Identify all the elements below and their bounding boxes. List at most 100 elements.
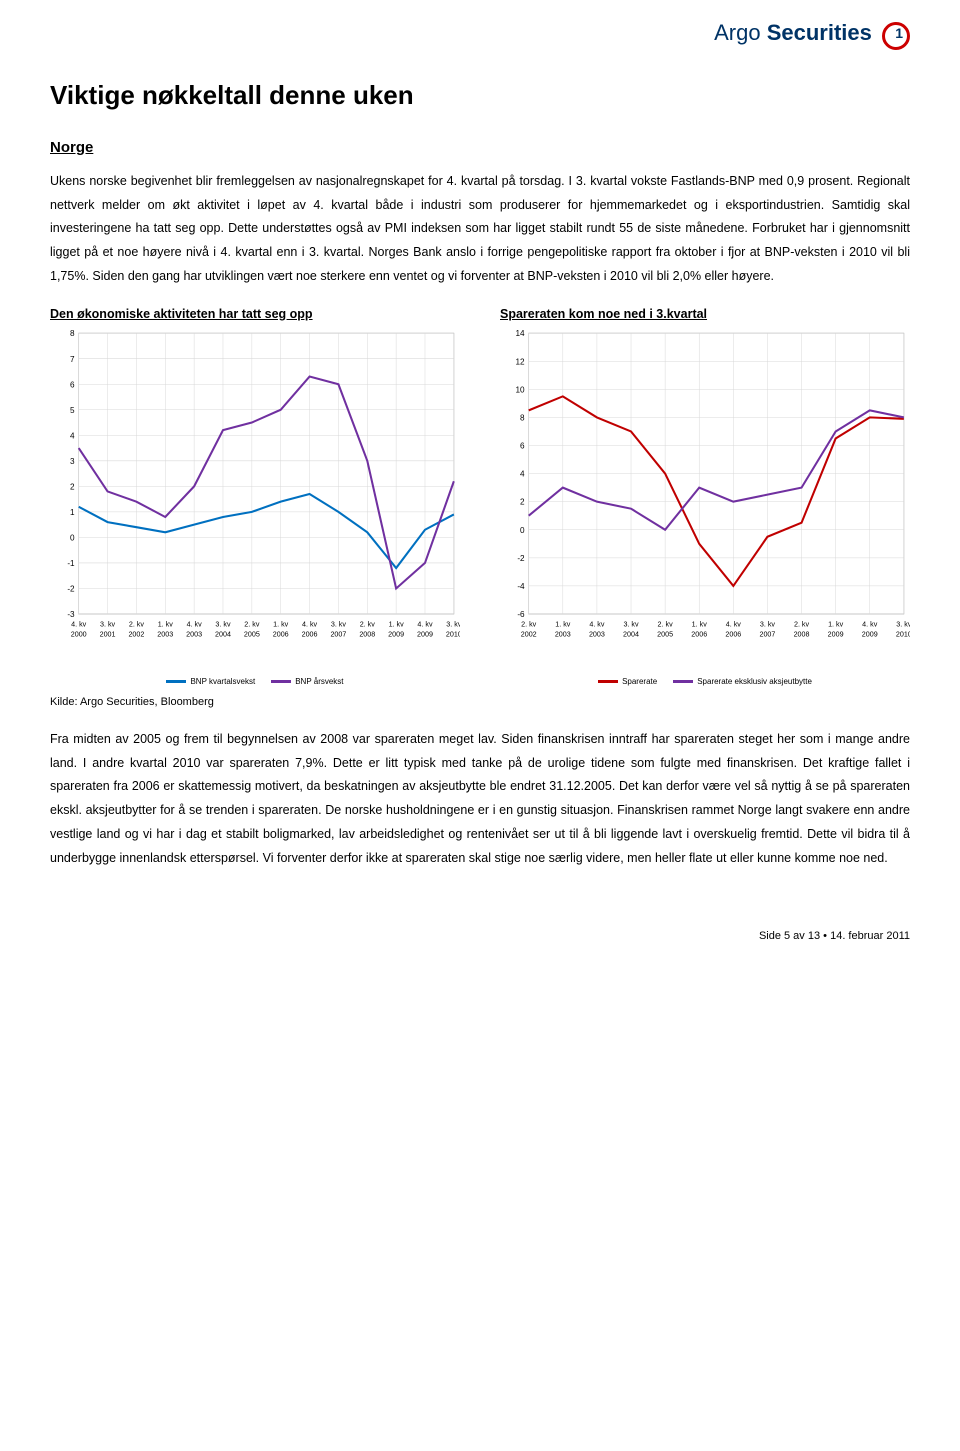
svg-text:2: 2: [520, 497, 525, 506]
svg-text:2007: 2007: [330, 630, 346, 638]
svg-text:2004: 2004: [215, 630, 231, 638]
svg-text:12: 12: [515, 357, 525, 366]
svg-text:4. kv: 4. kv: [589, 620, 605, 628]
chart-right-col: Spareraten kom noe ned i 3.kvartal -6 -4 -…: [500, 307, 910, 686]
legend-swatch: [673, 680, 693, 683]
legend-label: Sparerate: [622, 677, 657, 686]
svg-text:1. kv: 1. kv: [273, 620, 289, 628]
svg-text:2002: 2002: [521, 630, 537, 638]
svg-text:2006: 2006: [302, 630, 318, 638]
svg-text:2. kv: 2. kv: [360, 620, 376, 628]
svg-text:1. kv: 1. kv: [158, 620, 174, 628]
chart-left-legend: BNP kvartalsvekst BNP årsvekst: [50, 676, 460, 686]
svg-text:2006: 2006: [691, 630, 707, 638]
svg-text:4: 4: [520, 469, 525, 478]
svg-text:-2: -2: [67, 584, 75, 593]
svg-text:8: 8: [70, 329, 75, 338]
svg-text:3. kv: 3. kv: [331, 620, 347, 628]
legend-item: BNP årsvekst: [271, 677, 343, 686]
svg-text:0: 0: [520, 525, 525, 534]
svg-text:2005: 2005: [244, 630, 260, 638]
svg-text:2. kv: 2. kv: [658, 620, 674, 628]
svg-text:3. kv: 3. kv: [623, 620, 639, 628]
page-footer: Side 5 av 13 • 14. februar 2011: [50, 930, 910, 942]
brand-bold: Securities: [767, 20, 872, 45]
svg-text:2. kv: 2. kv: [521, 620, 537, 628]
paragraph-2: Fra midten av 2005 og frem til begynnels…: [50, 728, 910, 871]
svg-text:2010: 2010: [446, 630, 460, 638]
svg-text:1. kv: 1. kv: [692, 620, 708, 628]
svg-text:4. kv: 4. kv: [302, 620, 318, 628]
svg-text:3. kv: 3. kv: [760, 620, 776, 628]
svg-text:2001: 2001: [100, 630, 116, 638]
svg-text:3. kv: 3. kv: [100, 620, 116, 628]
svg-text:6: 6: [70, 380, 75, 389]
svg-text:1. kv: 1. kv: [389, 620, 405, 628]
footer-page: Side 5 av 13: [759, 930, 820, 942]
svg-text:2010: 2010: [896, 630, 910, 638]
chart-left-title: Den økonomiske aktiviteten har tatt seg …: [50, 307, 460, 321]
svg-text:2003: 2003: [555, 630, 571, 638]
chart-right-title: Spareraten kom noe ned i 3.kvartal: [500, 307, 910, 321]
svg-text:2002: 2002: [128, 630, 144, 638]
svg-text:10: 10: [515, 385, 525, 394]
legend-swatch: [598, 680, 618, 683]
chart-left-col: Den økonomiske aktiviteten har tatt seg …: [50, 307, 460, 686]
legend-swatch: [166, 680, 186, 683]
svg-text:2003: 2003: [589, 630, 605, 638]
svg-text:2008: 2008: [794, 630, 810, 638]
svg-text:2006: 2006: [273, 630, 289, 638]
svg-text:2. kv: 2. kv: [244, 620, 260, 628]
svg-text:2008: 2008: [359, 630, 375, 638]
svg-text:1. kv: 1. kv: [828, 620, 844, 628]
legend-label: BNP årsvekst: [295, 677, 343, 686]
legend-label: Sparerate eksklusiv aksjeutbytte: [697, 677, 812, 686]
svg-text:6: 6: [520, 441, 525, 450]
legend-swatch: [271, 680, 291, 683]
brand-icon: [882, 22, 910, 50]
svg-text:1. kv: 1. kv: [555, 620, 571, 628]
svg-text:2009: 2009: [388, 630, 404, 638]
svg-text:3. kv: 3. kv: [215, 620, 231, 628]
chart-right-legend: Sparerate Sparerate eksklusiv aksjeutbytt…: [500, 676, 910, 686]
legend-label: BNP kvartalsvekst: [190, 677, 255, 686]
svg-text:2009: 2009: [862, 630, 878, 638]
svg-text:2006: 2006: [725, 630, 741, 638]
svg-text:2007: 2007: [759, 630, 775, 638]
svg-text:0: 0: [70, 533, 75, 542]
chart-source: Kilde: Argo Securities, Bloomberg: [50, 696, 910, 708]
svg-text:1: 1: [70, 507, 75, 516]
svg-text:2: 2: [70, 482, 75, 491]
svg-text:-2: -2: [517, 553, 525, 562]
svg-text:14: 14: [515, 329, 525, 338]
svg-text:7: 7: [70, 354, 75, 363]
svg-text:-6: -6: [517, 610, 525, 619]
chart-row: Den økonomiske aktiviteten har tatt seg …: [50, 307, 910, 686]
chart-left: -3-2-10123456784. kv20003. kv20012. kv20…: [50, 327, 460, 665]
brand-logo: Argo Securities: [50, 20, 910, 50]
svg-text:-4: -4: [517, 582, 525, 591]
footer-date: 14. februar 2011: [830, 930, 910, 942]
svg-text:3: 3: [70, 456, 75, 465]
svg-text:4: 4: [70, 431, 75, 440]
svg-text:4. kv: 4. kv: [726, 620, 742, 628]
legend-item: Sparerate eksklusiv aksjeutbytte: [673, 677, 812, 686]
svg-text:2004: 2004: [623, 630, 639, 638]
svg-text:2. kv: 2. kv: [794, 620, 810, 628]
footer-bullet: •: [823, 930, 827, 942]
svg-text:3. kv: 3. kv: [446, 620, 460, 628]
svg-text:3. kv: 3. kv: [896, 620, 910, 628]
svg-text:2005: 2005: [657, 630, 673, 638]
svg-text:2009: 2009: [417, 630, 433, 638]
page-title: Viktige nøkkeltall denne uken: [50, 80, 910, 111]
svg-text:4. kv: 4. kv: [862, 620, 878, 628]
svg-text:-1: -1: [67, 559, 75, 568]
svg-text:2003: 2003: [186, 630, 202, 638]
svg-text:5: 5: [70, 405, 75, 414]
brand-plain: Argo: [714, 20, 767, 45]
svg-text:8: 8: [520, 413, 525, 422]
svg-text:2009: 2009: [828, 630, 844, 638]
svg-text:2003: 2003: [157, 630, 173, 638]
svg-text:4. kv: 4. kv: [187, 620, 203, 628]
paragraph-1: Ukens norske begivenhet blir fremleggels…: [50, 170, 910, 289]
